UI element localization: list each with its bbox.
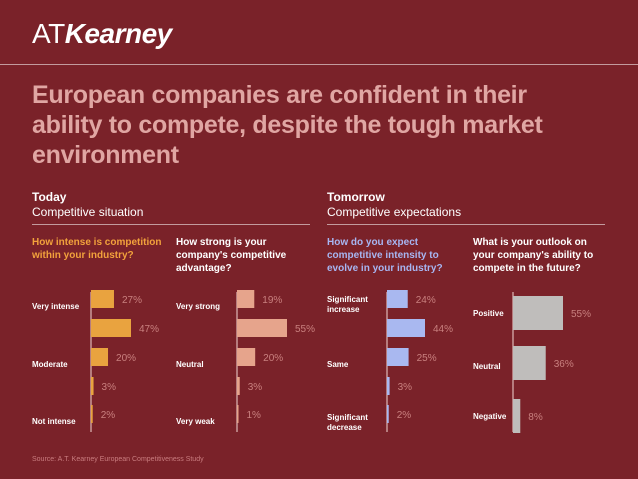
tomorrow-subtitle: Competitive expectations: [327, 205, 462, 219]
chart-2-bar-3: [387, 377, 390, 395]
question-evolution: How do you expect competitive intensity …: [327, 237, 443, 274]
question-advantage: How strong is your company's competitive…: [176, 237, 287, 274]
tomorrow-title: Tomorrow: [327, 190, 385, 204]
chart-2-value-label-0: 24%: [416, 295, 436, 306]
chart-2-bar-1: [387, 319, 425, 337]
cat-significant-decrease: Significant decrease: [327, 413, 368, 432]
chart-3-value-label-1: 36%: [554, 359, 574, 370]
cat-positive: Positive: [473, 309, 504, 318]
chart-0-bar-3: [91, 377, 94, 395]
chart-2-value-label-2: 25%: [417, 353, 437, 364]
chart-2-bar-2: [387, 348, 409, 366]
chart-3-bar-0: [513, 296, 563, 330]
chart-2-value-label-3: 3%: [398, 382, 413, 393]
tomorrow-divider: [327, 224, 605, 225]
chart-2-value-label-4: 2%: [397, 410, 412, 421]
cat-very-weak: Very weak: [176, 417, 215, 426]
cat-negative: Negative: [473, 412, 507, 421]
chart-0-bar-1: [91, 319, 131, 337]
chart-3-bar-1: [513, 346, 546, 380]
chart-2-bar-4: [387, 405, 389, 423]
question-intensity: How intense is competition within your i…: [32, 237, 162, 261]
chart-0-value-label-4: 2%: [101, 410, 116, 421]
today-divider: [32, 224, 310, 225]
today-subtitle: Competitive situation: [32, 205, 144, 219]
chart-3-bar-2: [513, 399, 521, 433]
chart-3-value-label-2: 8%: [528, 412, 543, 423]
chart-0-value-label-2: 20%: [116, 353, 136, 364]
chart-2-bar-0: [387, 290, 408, 308]
chart-1-value-label-4: 1%: [247, 410, 262, 421]
brand-logo: ATKearney: [32, 18, 172, 50]
cat-very-intense: Very intense: [32, 302, 80, 311]
chart-1-bar-0: [237, 290, 255, 308]
chart-1-bar-2: [237, 348, 256, 366]
question-outlook: What is your outlook on your company's a…: [473, 237, 594, 274]
cat-significant-increase: Significant increase: [327, 295, 368, 314]
logo-prefix: AT: [32, 18, 65, 49]
chart-0-bar-0: [91, 290, 114, 308]
logo-name: Kearney: [64, 18, 173, 49]
chart-1-value-label-2: 20%: [263, 353, 283, 364]
header-divider: [0, 64, 638, 65]
chart-1-bar-3: [237, 377, 240, 395]
chart-0-value-label-0: 27%: [122, 295, 142, 306]
cat-very-strong: Very strong: [176, 302, 221, 311]
today-title: Today: [32, 190, 67, 204]
cat-moderate: Moderate: [32, 360, 68, 369]
chart-1-value-label-3: 3%: [248, 382, 263, 393]
source-note: Source: A.T. Kearney European Competitiv…: [32, 456, 204, 463]
cat-same: Same: [327, 360, 349, 369]
chart-0-value-label-1: 47%: [139, 324, 159, 335]
chart-0-bar-4: [91, 405, 93, 423]
chart-0-bar-2: [91, 348, 109, 366]
cat-not-intense: Not intense: [32, 417, 76, 426]
cat-neutral-outlook: Neutral: [473, 362, 501, 371]
chart-3-value-label-0: 55%: [571, 309, 591, 320]
cat-neutral-advantage: Neutral: [176, 360, 204, 369]
headline: European companies are confident in thei…: [32, 81, 543, 169]
chart-1-value-label-1: 55%: [295, 324, 315, 335]
chart-1-bar-4: [237, 405, 239, 423]
chart-1-bar-1: [237, 319, 287, 337]
chart-1-value-label-0: 19%: [262, 295, 282, 306]
chart-0-value-label-3: 3%: [102, 382, 117, 393]
chart-2-value-label-1: 44%: [433, 324, 453, 335]
